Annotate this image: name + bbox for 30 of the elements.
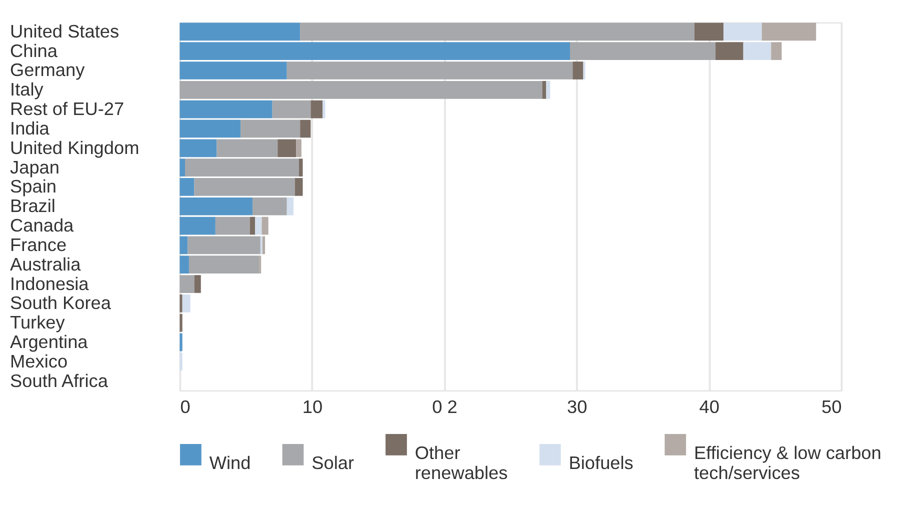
x-tick-label: 50: [821, 396, 842, 417]
legend-label: Biofuels: [568, 453, 634, 474]
y-tick-label: India: [10, 118, 50, 138]
y-tick-label: South Africa: [10, 370, 109, 391]
y-tick-label: Turkey: [10, 312, 66, 333]
y-tick-label: France: [10, 234, 67, 255]
legend-label: Wind: [209, 453, 251, 474]
y-tick-label: Indonesia: [10, 274, 90, 294]
y-tick-label: Australia: [10, 254, 82, 274]
y-tick-label: United States: [10, 21, 120, 42]
x-tick-label: 0 2: [432, 396, 458, 417]
y-tick-label: Mexico: [10, 351, 68, 372]
y-tick-label: Japan: [10, 157, 60, 178]
y-tick-label: Rest of EU-27: [10, 99, 124, 120]
legend-label: Other renewables: [414, 442, 508, 484]
y-tick-label: Italy: [10, 80, 44, 100]
y-tick-label: Argentina: [10, 332, 89, 352]
x-tick-label: 30: [566, 396, 588, 417]
legend-label: Solar: [312, 453, 354, 474]
legend-label: Efficiency & low carbon tech/services: [694, 442, 882, 484]
y-tick-label: China: [10, 40, 58, 61]
y-tick-label: Germany: [10, 60, 86, 80]
y-tick-label: Spain: [10, 176, 56, 197]
y-tick-label: South Korea: [10, 293, 112, 314]
x-tick-label: 10: [302, 396, 323, 417]
y-tick-label: Canada: [10, 216, 75, 236]
y-tick-label: Brazil: [10, 196, 56, 216]
x-tick-label: 0: [180, 396, 190, 417]
x-tick-label: 40: [699, 396, 720, 417]
y-tick-label: United Kingdom: [10, 138, 140, 158]
